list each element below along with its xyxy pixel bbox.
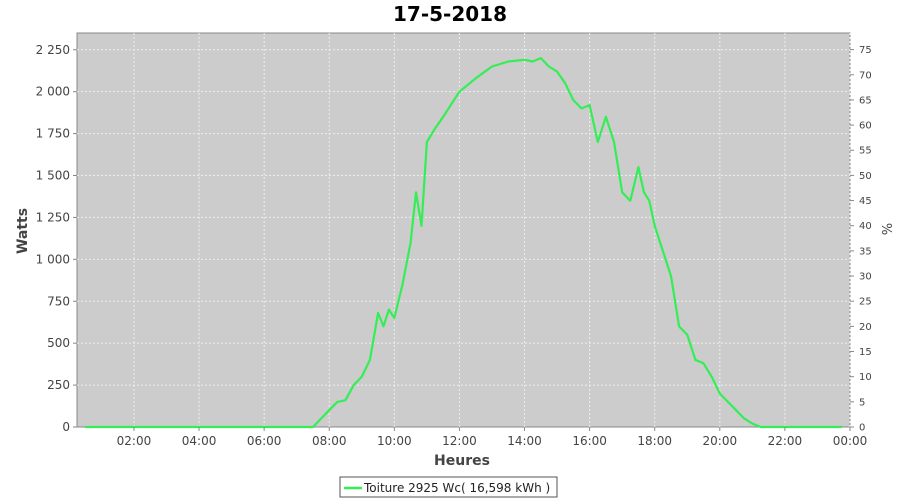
- series-line-0: [85, 56, 842, 429]
- x-axis: 02:00 04:00 06:00 08:00 10:00 12:00 14:00 16:00…: [117, 427, 868, 448]
- x-tick-label: 22:00: [768, 434, 803, 448]
- y2-tick-label: 0: [859, 423, 865, 434]
- y-tick-label: 1 250: [36, 210, 70, 224]
- y2-tick-label: 30: [859, 272, 872, 283]
- x-tick-label: 14:00: [507, 434, 542, 448]
- grid: [77, 33, 851, 427]
- y2-axis-label: %: [878, 223, 893, 235]
- chart-title: 17-5-2018: [393, 2, 507, 26]
- y-tick-label: 1 500: [36, 169, 70, 183]
- x-tick-label: 12:00: [442, 434, 477, 448]
- y2-tick-label: 45: [859, 196, 872, 207]
- x-tick-label: 00:00: [833, 434, 868, 448]
- legend: Toiture 2925 Wc( 16,598 kWh ): [339, 476, 558, 498]
- y-tick-label: 500: [47, 336, 70, 350]
- series-lines: [85, 56, 842, 429]
- y2-tick-label: 40: [859, 221, 872, 232]
- y2-tick-label: 15: [859, 347, 872, 358]
- y-tick-label: 0: [62, 420, 70, 434]
- y2-tick-label: 60: [859, 121, 872, 132]
- y2-tick-label: 55: [859, 146, 872, 157]
- x-tick-label: 10:00: [377, 434, 412, 448]
- x-tick-label: 04:00: [182, 434, 217, 448]
- y2-tick-label: 75: [859, 45, 872, 56]
- x-tick-label: 08:00: [312, 434, 347, 448]
- y-tick-label: 250: [47, 378, 70, 392]
- y2-tick-label: 10: [859, 372, 872, 383]
- y-axis-right: 0 5 10 15 20 25 30 35 40 45 50 55 60 65 70 75: [850, 45, 872, 434]
- y2-tick-label: 50: [859, 171, 872, 182]
- legend-box: [339, 476, 558, 498]
- x-tick-label: 06:00: [247, 434, 282, 448]
- y-axis-left: 0 250 500 750 1 000 1 250 1 500 1 750 2 000 2 250: [36, 43, 77, 434]
- y-tick-label: 2 250: [36, 43, 70, 57]
- y-tick-label: 2 000: [36, 85, 70, 99]
- plot-area: [76, 32, 851, 428]
- x-axis-label: Heures: [434, 453, 490, 469]
- legend-series-label: Toiture 2925 Wc( 16,598 kWh ): [363, 481, 550, 495]
- x-tick-label: 16:00: [572, 434, 607, 448]
- y2-tick-label: 65: [859, 95, 872, 106]
- y2-tick-label: 35: [859, 246, 872, 257]
- y2-tick-label: 20: [859, 322, 872, 333]
- y2-tick-label: 25: [859, 297, 872, 308]
- y2-tick-label: 70: [859, 70, 872, 81]
- y-axis-label: Watts: [15, 208, 31, 254]
- y-tick-label: 750: [47, 294, 70, 308]
- y-tick-label: 1 000: [36, 252, 70, 266]
- y2-tick-label: 5: [859, 397, 865, 408]
- y-tick-label: 1 750: [36, 127, 70, 141]
- x-tick-label: 02:00: [117, 434, 152, 448]
- x-tick-label: 18:00: [637, 434, 672, 448]
- x-tick-label: 20:00: [703, 434, 738, 448]
